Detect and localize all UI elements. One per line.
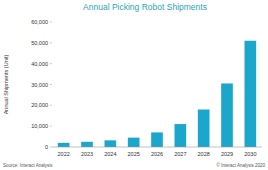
source: Source: Interact Analysis — [3, 163, 53, 168]
bar — [245, 41, 257, 147]
bar — [151, 132, 163, 147]
y-tick-label: 20,000 — [31, 102, 48, 108]
x-tick-label: 2025 — [128, 151, 140, 157]
y-tick — [50, 126, 52, 127]
y-tick-label: 30,000 — [31, 82, 48, 88]
y-tick — [50, 42, 52, 43]
y-tick — [50, 84, 52, 85]
x-tick-label: 2029 — [221, 151, 233, 157]
bar — [221, 83, 233, 147]
x-tick-label: 2028 — [198, 151, 210, 157]
x-tick-label: 2022 — [58, 151, 70, 157]
y-tick-label: 60,000 — [31, 19, 48, 25]
x-tick-label: 2026 — [151, 151, 163, 157]
bar — [58, 143, 70, 147]
y-tick — [50, 63, 52, 64]
y-tick-label: 10,000 — [31, 123, 48, 129]
y-axis-label: Annual Shipments (Unit) — [3, 55, 9, 115]
y-tick-label: 0 — [45, 144, 48, 150]
bars — [58, 41, 256, 147]
chart: Annual Picking Robot Shipments Annual Shi… — [0, 0, 268, 170]
x-tick-label: 2030 — [244, 151, 256, 157]
title: Annual Picking Robot Shipments — [83, 2, 207, 12]
y-tick — [50, 105, 52, 106]
y-tick-label: 40,000 — [31, 61, 48, 67]
copyright: © Interact Analysis 2020 — [216, 162, 265, 168]
x-tick-label: 2024 — [104, 151, 116, 157]
bar — [105, 140, 117, 147]
bar — [81, 142, 93, 147]
y-tick-label: 50,000 — [31, 40, 48, 46]
x-tick-label: 2027 — [174, 151, 186, 157]
x-axis — [52, 147, 262, 148]
y-tick — [50, 147, 52, 148]
bar — [175, 124, 187, 147]
bar — [198, 110, 210, 148]
bar — [128, 138, 140, 147]
x-tick-label: 2023 — [81, 151, 93, 157]
y-tick — [50, 22, 52, 23]
